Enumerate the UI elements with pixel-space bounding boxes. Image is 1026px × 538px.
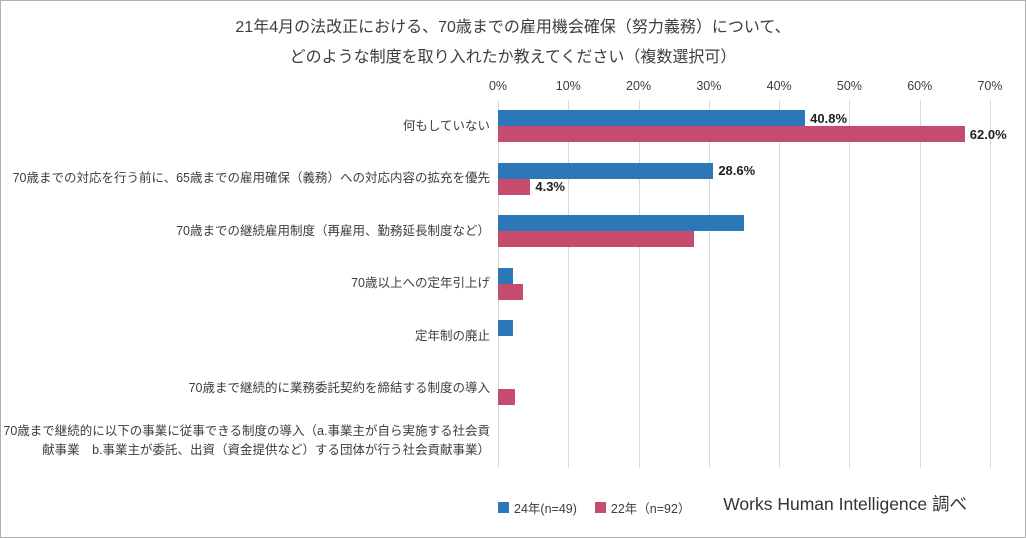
bar-series-1 — [498, 110, 806, 127]
x-axis-tick: 40% — [766, 79, 792, 93]
legend-swatch-icon — [498, 502, 509, 513]
category-label: 定年制の廃止 — [414, 328, 490, 343]
chart-row: 70歳までの継続雇用制度（再雇用、勤務延長制度など） — [1, 205, 1025, 258]
data-label: 40.8% — [810, 110, 848, 126]
legend: 24年(n=49) 22年（n=92） — [498, 498, 690, 517]
legend-item: 24年(n=49) — [498, 498, 577, 517]
chart-row: 70歳まで継続的に業務委託契約を締結する制度の導入 — [1, 363, 1025, 416]
x-axis-tick: 60% — [907, 79, 933, 93]
category-label: 70歳まで継続的に業務委託契約を締結する制度の導入 — [188, 381, 490, 396]
bar-row — [498, 231, 1025, 248]
bar-series-2 — [498, 231, 695, 248]
x-axis-tick: 30% — [696, 79, 722, 93]
gridline — [919, 100, 921, 468]
bar-series-1 — [498, 320, 514, 337]
gridline — [568, 100, 570, 468]
category-label: 70歳以上への定年引上げ — [351, 276, 490, 291]
source-credit: Works Human Intelligence 調べ — [723, 494, 967, 514]
bar-row — [498, 388, 1025, 405]
bar-series-2 — [498, 178, 531, 195]
chart-row: 定年制の廃止 — [1, 310, 1025, 363]
x-axis: 0% 10% 20% 30% 40% 50% 60% 70% — [489, 79, 1003, 95]
chart-row: 70歳まで継続的に以下の事業に従事できる制度の導入（a.事業主が自ら実施する社会… — [1, 415, 1025, 468]
bar-row: 40.8% — [498, 110, 1025, 127]
bar-group — [498, 320, 1025, 352]
legend-item: 22年（n=92） — [594, 498, 691, 517]
bar-group: 28.6% 4.3% — [498, 162, 1025, 195]
bar-group: 40.8% 62.0% — [498, 110, 1025, 143]
bar-series-1 — [498, 267, 514, 284]
data-label: 62.0% — [969, 126, 1007, 142]
bar-row: 62.0% — [498, 126, 1025, 143]
gridline — [849, 100, 851, 468]
category-label: 70歳までの対応を行う前に、65歳までの雇用確保（義務）への対応内容の拡充を優先 — [12, 171, 490, 186]
chart-title-line1: 21年4月の法改正における、70歳までの雇用機会確保（努力義務）について、 — [235, 19, 791, 36]
bar-row — [498, 283, 1025, 300]
chart-row: 70歳までの対応を行う前に、65歳までの雇用確保（義務）への対応内容の拡充を優先… — [1, 153, 1025, 206]
x-axis-tick: 0% — [488, 79, 508, 93]
bar-row — [498, 373, 1025, 389]
chart-row: 何もしていない 40.8% 62.0% — [1, 100, 1025, 153]
bar-row — [498, 441, 1025, 457]
bar-series-2 — [498, 388, 515, 405]
category-label: 70歳までの継続雇用制度（再雇用、勤務延長制度など） — [176, 223, 490, 238]
x-axis-tick: 20% — [626, 79, 652, 93]
x-axis-tick: 50% — [836, 79, 862, 93]
bar-row — [498, 320, 1025, 337]
legend-swatch-icon — [594, 502, 606, 513]
data-label: 28.6% — [718, 163, 756, 179]
chart-rows: 何もしていない 40.8% 62.0% 70歳までの対応を行う前に、65歳までの雇用確… — [1, 100, 1025, 468]
x-axis-tick: 10% — [555, 79, 581, 93]
bar-group — [498, 373, 1025, 405]
category-label: 何もしていない — [402, 118, 490, 133]
bar-series-2 — [498, 283, 523, 300]
bar-row: 4.3% — [498, 178, 1025, 195]
bar-row — [498, 215, 1025, 232]
bar-series-2 — [498, 126, 965, 143]
bar-group — [498, 425, 1025, 457]
gridline — [779, 100, 781, 468]
chart-row: 70歳以上への定年引上げ — [1, 258, 1025, 311]
bar-row: 28.6% — [498, 162, 1025, 179]
chart-title-line2: どのような制度を取り入れたか教えてください（複数選択可） — [289, 49, 737, 66]
bar-row — [498, 267, 1025, 284]
bar-group — [498, 215, 1025, 248]
x-axis-tick: 70% — [977, 79, 1003, 93]
gridline — [638, 100, 640, 468]
bar-row — [498, 425, 1025, 441]
gridline — [708, 100, 710, 468]
bar-row — [498, 336, 1025, 352]
bar-series-1 — [498, 162, 714, 179]
legend-label: 24年(n=49) — [514, 502, 577, 516]
chart-title: 21年4月の法改正における、70歳までの雇用機会確保（努力義務）について、 どの… — [1, 13, 1025, 73]
bar-series-1 — [498, 215, 745, 232]
bar-group — [498, 267, 1025, 300]
data-label: 4.3% — [535, 179, 565, 195]
category-label: 70歳まで継続的に以下の事業に従事できる制度の導入（a.事業主が自ら実施する社会… — [3, 423, 490, 458]
legend-label: 22年（n=92） — [610, 502, 691, 516]
gridline — [990, 100, 991, 468]
